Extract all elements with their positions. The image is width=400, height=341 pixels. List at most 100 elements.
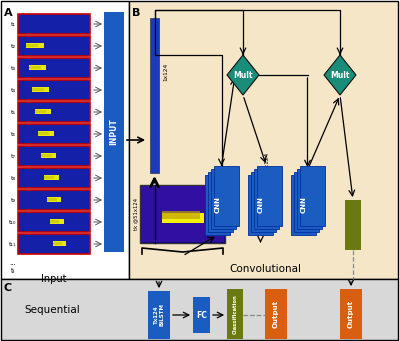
Bar bbox=[50, 219, 64, 224]
Bar bbox=[35, 109, 51, 114]
Bar bbox=[162, 211, 200, 219]
Polygon shape bbox=[324, 55, 356, 95]
Bar bbox=[140, 185, 225, 243]
Bar bbox=[32, 88, 44, 90]
Bar bbox=[19, 125, 89, 143]
Bar bbox=[38, 132, 49, 134]
Text: Tx124
BiLSTM: Tx124 BiLSTM bbox=[154, 303, 164, 326]
Bar bbox=[18, 168, 90, 188]
Bar bbox=[18, 80, 90, 100]
Bar bbox=[18, 58, 90, 78]
Text: Mult: Mult bbox=[330, 71, 350, 79]
Bar bbox=[150, 18, 159, 173]
Bar bbox=[345, 200, 361, 250]
Text: CNN: CNN bbox=[300, 196, 306, 213]
Bar bbox=[211, 169, 236, 229]
Bar bbox=[214, 166, 239, 226]
Bar bbox=[44, 176, 54, 178]
Bar bbox=[18, 14, 90, 34]
Bar bbox=[19, 147, 89, 165]
Bar bbox=[19, 59, 89, 77]
Bar bbox=[35, 109, 46, 113]
Text: Sequential: Sequential bbox=[24, 305, 80, 315]
Text: 1x124: 1x124 bbox=[163, 63, 168, 81]
Text: Classification: Classification bbox=[232, 294, 238, 334]
Bar bbox=[254, 169, 279, 229]
Text: Mult: Mult bbox=[233, 71, 253, 79]
Bar bbox=[257, 166, 282, 226]
Bar bbox=[104, 12, 124, 252]
Bar bbox=[26, 43, 44, 48]
Bar bbox=[141, 186, 224, 242]
Bar bbox=[18, 146, 90, 166]
Text: CNN: CNN bbox=[214, 196, 220, 213]
Bar bbox=[18, 212, 90, 232]
Bar bbox=[18, 36, 90, 56]
Bar bbox=[50, 220, 60, 222]
Bar bbox=[26, 44, 38, 46]
Text: Input: Input bbox=[41, 274, 67, 284]
Text: t₃: t₃ bbox=[11, 65, 16, 71]
Bar bbox=[18, 234, 90, 254]
Text: t₇: t₇ bbox=[11, 153, 16, 159]
Bar bbox=[297, 169, 322, 229]
Bar bbox=[205, 175, 230, 235]
Text: Mask: Mask bbox=[350, 215, 356, 235]
Text: 1x124: 1x124 bbox=[264, 152, 269, 170]
Text: t₁: t₁ bbox=[11, 21, 16, 27]
Text: t₁₀: t₁₀ bbox=[8, 220, 16, 224]
Text: t₈: t₈ bbox=[11, 176, 16, 180]
Text: ...: ... bbox=[9, 260, 16, 266]
Text: A: A bbox=[4, 8, 13, 18]
Polygon shape bbox=[227, 55, 259, 95]
Bar bbox=[129, 1, 398, 279]
Bar bbox=[41, 153, 52, 157]
Bar bbox=[47, 197, 57, 201]
Text: tk @51x124: tk @51x124 bbox=[133, 198, 138, 230]
Text: Convolutional: Convolutional bbox=[229, 264, 301, 274]
Bar bbox=[300, 166, 325, 226]
Bar bbox=[19, 37, 89, 55]
Text: t₁₁: t₁₁ bbox=[8, 241, 16, 247]
Bar bbox=[1, 1, 129, 279]
Text: Output: Output bbox=[273, 300, 279, 328]
Bar bbox=[148, 291, 170, 339]
Bar bbox=[227, 289, 243, 339]
Text: t₅: t₅ bbox=[11, 109, 16, 115]
Bar bbox=[208, 172, 233, 232]
Text: t₉: t₉ bbox=[11, 197, 16, 203]
Text: FC: FC bbox=[196, 311, 207, 320]
Bar bbox=[19, 15, 89, 33]
Bar bbox=[47, 197, 61, 202]
Bar bbox=[38, 131, 54, 136]
Bar bbox=[251, 172, 276, 232]
Bar bbox=[53, 241, 66, 246]
Text: INPUT: INPUT bbox=[110, 119, 118, 145]
Bar bbox=[248, 175, 273, 235]
Text: tₜ: tₜ bbox=[11, 268, 16, 274]
Text: CNN: CNN bbox=[258, 196, 264, 213]
Bar bbox=[53, 241, 62, 244]
Text: t₂: t₂ bbox=[11, 44, 16, 48]
Text: C: C bbox=[4, 283, 12, 293]
Bar bbox=[18, 124, 90, 144]
Bar bbox=[265, 289, 287, 339]
Bar bbox=[19, 81, 89, 99]
Bar bbox=[18, 190, 90, 210]
Bar bbox=[1, 279, 398, 340]
Bar bbox=[19, 213, 89, 231]
Bar bbox=[32, 87, 48, 92]
Bar bbox=[29, 65, 46, 70]
Text: t₆: t₆ bbox=[11, 132, 16, 136]
Bar bbox=[41, 153, 56, 158]
Bar bbox=[193, 297, 210, 333]
Bar bbox=[29, 65, 41, 69]
Text: t₄: t₄ bbox=[11, 88, 16, 92]
Bar bbox=[19, 103, 89, 121]
Bar bbox=[294, 172, 319, 232]
Bar bbox=[340, 289, 362, 339]
Bar bbox=[18, 102, 90, 122]
Text: B: B bbox=[132, 8, 140, 18]
Bar bbox=[19, 191, 89, 209]
Bar bbox=[291, 175, 316, 235]
